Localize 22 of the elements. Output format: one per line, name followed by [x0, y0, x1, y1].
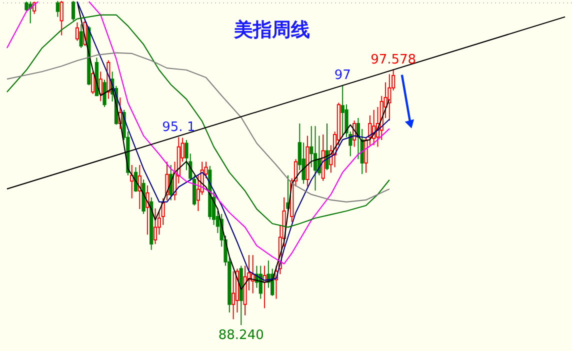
- candlestick: [60, 0, 64, 36]
- candlestick: [91, 71, 95, 94]
- candlestick: [302, 142, 306, 184]
- candlestick: [340, 84, 344, 138]
- candlestick: [165, 161, 169, 201]
- candlestick: [102, 79, 106, 108]
- candlestick: [313, 126, 318, 192]
- candlestick: [325, 122, 329, 171]
- candlestick: [310, 126, 314, 168]
- annotation: 97: [334, 68, 351, 84]
- candlestick: [146, 184, 150, 236]
- candlestick: [161, 198, 165, 226]
- candlestick: [56, 0, 60, 18]
- candlestick: [79, 24, 83, 48]
- annotation: 88.240: [218, 328, 264, 344]
- candlestick: [98, 71, 102, 102]
- text: 美指周线: [233, 19, 310, 41]
- candlestick: [75, 22, 79, 42]
- candlestick: [153, 208, 158, 245]
- annotation: 95. 1: [162, 120, 196, 136]
- candlestick: [232, 270, 236, 320]
- annotation: 97.578: [370, 52, 416, 68]
